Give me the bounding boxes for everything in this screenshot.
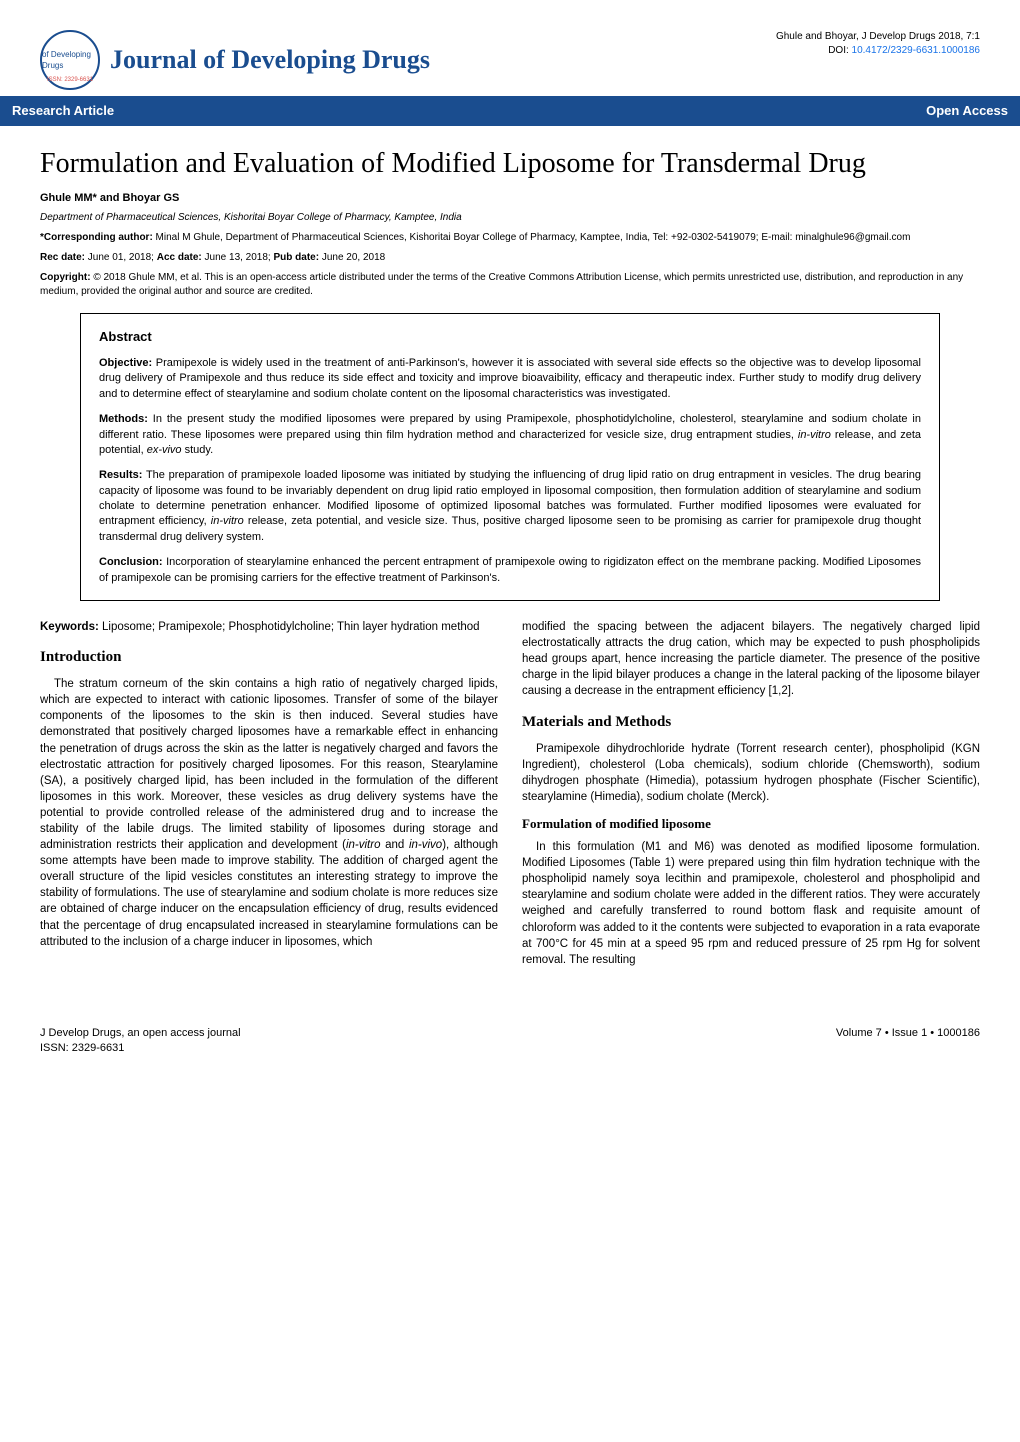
affiliation: Department of Pharmaceutical Sciences, K…	[40, 211, 980, 225]
results-italic: in-vitro	[211, 515, 244, 527]
journal-name: Journal of Developing Drugs	[110, 42, 430, 78]
intro-paragraph-1: The stratum corneum of the skin contains…	[40, 676, 498, 950]
rec-date: June 01, 2018;	[85, 252, 157, 263]
objective-label: Objective:	[99, 357, 152, 369]
banner-access-type: Open Access	[926, 102, 1008, 120]
pub-date-label: Pub date:	[274, 252, 320, 263]
footer-right: Volume 7 • Issue 1 • 1000186	[836, 1026, 980, 1057]
copyright-line: Copyright: © 2018 Ghule MM, et al. This …	[40, 271, 980, 299]
abstract-box: Abstract Objective: Pramipexole is widel…	[80, 313, 940, 601]
objective-text: Pramipexole is widely used in the treatm…	[99, 357, 921, 400]
abstract-results: Results: The preparation of pramipexole …	[99, 468, 921, 545]
copyright-label: Copyright:	[40, 272, 91, 283]
footer-issn: ISSN: 2329-6631	[40, 1041, 241, 1056]
materials-heading: Materials and Methods	[522, 712, 980, 733]
abstract-methods: Methods: In the present study the modifi…	[99, 412, 921, 458]
intro-italic1: in-vitro	[346, 839, 381, 851]
abstract-heading: Abstract	[99, 328, 921, 346]
right-column: modified the spacing between the adjacen…	[522, 619, 980, 976]
rec-date-label: Rec date:	[40, 252, 85, 263]
footer-journal-line: J Develop Drugs, an open access journal	[40, 1026, 241, 1041]
methods-post: study.	[182, 444, 214, 456]
col2-paragraph-1: modified the spacing between the adjacen…	[522, 619, 980, 699]
doi-label: DOI:	[828, 45, 851, 56]
methods-label: Methods:	[99, 413, 148, 425]
abstract-conclusion: Conclusion: Incorporation of stearylamin…	[99, 555, 921, 586]
doi-link[interactable]: 10.4172/2329-6631.1000186	[852, 45, 980, 56]
header: of Developing Drugs ISSN: 2329-6631 Jour…	[40, 30, 980, 90]
keywords-label: Keywords:	[40, 621, 99, 633]
footer: J Develop Drugs, an open access journal …	[40, 1016, 980, 1057]
citation-text: Ghule and Bhoyar, J Develop Drugs 2018, …	[776, 30, 980, 44]
abstract-objective: Objective: Pramipexole is widely used in…	[99, 356, 921, 402]
copyright-text: © 2018 Ghule MM, et al. This is an open-…	[40, 272, 963, 297]
intro-mid1: and	[380, 839, 408, 851]
corresponding-label: *Corresponding author:	[40, 232, 153, 243]
footer-left: J Develop Drugs, an open access journal …	[40, 1026, 241, 1057]
acc-date: June 13, 2018;	[202, 252, 274, 263]
logo-title-block: of Developing Drugs ISSN: 2329-6631 Jour…	[40, 30, 430, 90]
conclusion-label: Conclusion:	[99, 556, 163, 568]
banner-article-type: Research Article	[12, 102, 114, 120]
logo-issn: ISSN: 2329-6631	[47, 76, 93, 84]
corresponding-author: *Corresponding author: Minal M Ghule, De…	[40, 231, 980, 245]
pub-date: June 20, 2018	[319, 252, 385, 263]
intro-italic2: in-vivo	[409, 839, 442, 851]
dates-line: Rec date: June 01, 2018; Acc date: June …	[40, 251, 980, 265]
intro-p1-post: ), although some attempts have been made…	[40, 839, 498, 948]
results-label: Results:	[99, 469, 142, 481]
corresponding-text: Minal M Ghule, Department of Pharmaceuti…	[153, 232, 911, 243]
journal-logo-icon: of Developing Drugs ISSN: 2329-6631	[40, 30, 100, 90]
methods-italic2: ex-vivo	[147, 444, 182, 456]
left-column: Keywords: Liposome; Pramipexole; Phospho…	[40, 619, 498, 976]
materials-paragraph: Pramipexole dihydrochloride hydrate (Tor…	[522, 741, 980, 805]
formulation-paragraph: In this formulation (M1 and M6) was deno…	[522, 839, 980, 968]
article-title: Formulation and Evaluation of Modified L…	[40, 144, 980, 183]
formulation-heading: Formulation of modified liposome	[522, 815, 980, 833]
keywords-text: Liposome; Pramipexole; Phosphotidylcholi…	[99, 621, 480, 633]
citation-block: Ghule and Bhoyar, J Develop Drugs 2018, …	[776, 30, 980, 58]
acc-date-label: Acc date:	[157, 252, 202, 263]
authors: Ghule MM* and Bhoyar GS	[40, 191, 980, 206]
two-column-body: Keywords: Liposome; Pramipexole; Phospho…	[40, 619, 980, 976]
doi-line: DOI: 10.4172/2329-6631.1000186	[776, 44, 980, 58]
logo-text: of Developing Drugs	[42, 49, 98, 71]
introduction-heading: Introduction	[40, 647, 498, 668]
banner: Research Article Open Access	[0, 96, 1020, 126]
conclusion-text: Incorporation of stearylamine enhanced t…	[99, 556, 921, 583]
keywords-line: Keywords: Liposome; Pramipexole; Phospho…	[40, 619, 498, 635]
intro-p1-pre: The stratum corneum of the skin contains…	[40, 678, 498, 851]
methods-italic1: in-vitro	[798, 429, 831, 441]
